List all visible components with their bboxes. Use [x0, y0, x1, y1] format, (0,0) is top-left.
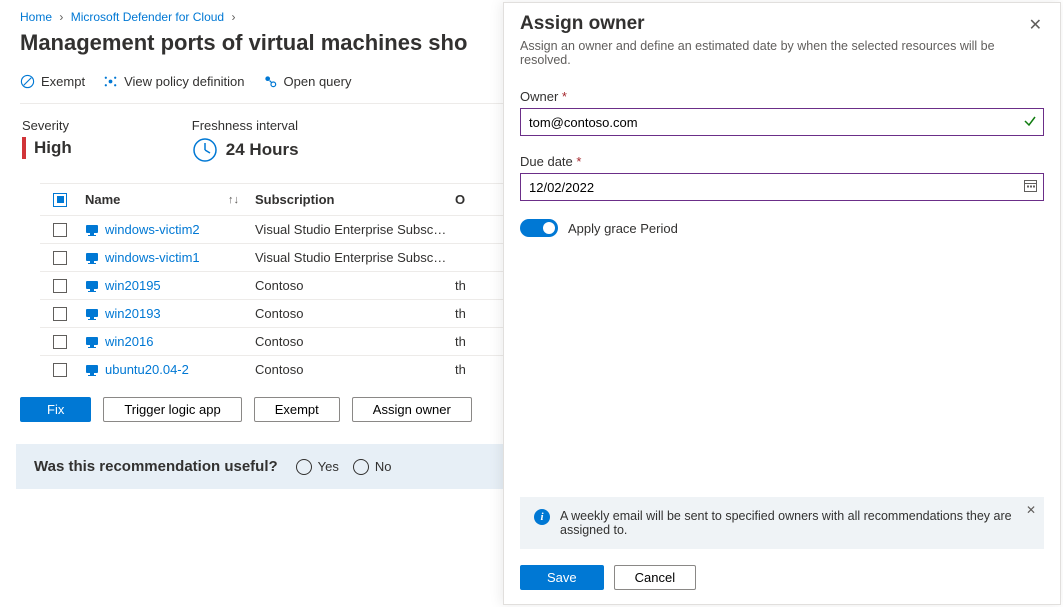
column-subscription[interactable]: Subscription: [255, 192, 455, 207]
open-query-label: Open query: [284, 74, 352, 89]
yes-label: Yes: [318, 459, 339, 474]
vm-icon: [85, 279, 99, 293]
trigger-logic-app-button[interactable]: Trigger logic app: [103, 397, 241, 422]
resource-link[interactable]: ubuntu20.04-2: [105, 362, 189, 377]
row-checkbox[interactable]: [53, 335, 67, 349]
cancel-button[interactable]: Cancel: [614, 565, 696, 590]
exempt-action[interactable]: Exempt: [20, 74, 85, 89]
subscription-cell: Contoso: [255, 334, 455, 349]
breadcrumb-defender[interactable]: Microsoft Defender for Cloud: [71, 10, 224, 24]
calendar-icon[interactable]: [1023, 178, 1038, 196]
query-icon: [263, 74, 278, 89]
grace-period-row: Apply grace Period: [520, 219, 1044, 237]
view-policy-action[interactable]: View policy definition: [103, 74, 244, 89]
panel-title: Assign owner: [520, 13, 645, 35]
close-icon[interactable]: ✕: [1027, 13, 1044, 37]
column-name[interactable]: Name: [85, 192, 120, 207]
clock-icon: [192, 137, 218, 163]
view-policy-label: View policy definition: [124, 74, 244, 89]
sort-icon[interactable]: ↑↓: [228, 194, 239, 206]
row-checkbox[interactable]: [53, 363, 67, 377]
row-checkbox[interactable]: [53, 307, 67, 321]
owner-label: Owner *: [520, 89, 1044, 104]
vm-icon: [85, 223, 99, 237]
grace-period-toggle[interactable]: [520, 219, 558, 237]
feedback-yes-radio[interactable]: Yes: [296, 459, 339, 475]
required-indicator: *: [576, 154, 581, 169]
owner-cell: th: [455, 334, 485, 349]
resource-link[interactable]: windows-victim1: [105, 250, 200, 265]
row-checkbox[interactable]: [53, 279, 67, 293]
resource-link[interactable]: win20195: [105, 278, 161, 293]
breadcrumb-home[interactable]: Home: [20, 10, 52, 24]
radio-icon: [296, 459, 312, 475]
checkmark-icon: [1022, 113, 1038, 132]
resource-link[interactable]: win2016: [105, 334, 153, 349]
fix-button[interactable]: Fix: [20, 397, 91, 422]
required-indicator: *: [562, 89, 567, 104]
assign-owner-panel: Assign owner ✕ Assign an owner and defin…: [503, 2, 1061, 605]
grace-period-label: Apply grace Period: [568, 221, 678, 236]
feedback-no-radio[interactable]: No: [353, 459, 392, 475]
owner-input[interactable]: [520, 108, 1044, 136]
subscription-cell: Visual Studio Enterprise Subsc…: [255, 250, 455, 265]
panel-description: Assign an owner and define an estimated …: [520, 39, 1044, 67]
row-checkbox[interactable]: [53, 251, 67, 265]
policy-icon: [103, 74, 118, 89]
chevron-right-icon: ›: [231, 10, 235, 24]
due-date-label: Due date *: [520, 154, 1044, 169]
resource-link[interactable]: windows-victim2: [105, 222, 200, 237]
toggle-knob-icon: [543, 222, 555, 234]
row-checkbox[interactable]: [53, 223, 67, 237]
severity-label: Severity: [22, 118, 72, 133]
chevron-right-icon: ›: [59, 10, 63, 24]
owner-cell: th: [455, 278, 485, 293]
severity-text: High: [34, 138, 72, 158]
freshness-label: Freshness interval: [192, 118, 299, 133]
no-label: No: [375, 459, 392, 474]
severity-bar-icon: [22, 137, 26, 159]
dismiss-icon[interactable]: ✕: [1026, 503, 1036, 517]
select-all-checkbox[interactable]: [53, 193, 67, 207]
severity-value: High: [22, 137, 72, 159]
open-query-action[interactable]: Open query: [263, 74, 352, 89]
info-message: i A weekly email will be sent to specifi…: [520, 497, 1044, 549]
assign-owner-button[interactable]: Assign owner: [352, 397, 472, 422]
vm-icon: [85, 363, 99, 377]
subscription-cell: Contoso: [255, 278, 455, 293]
freshness-value: 24 Hours: [226, 140, 299, 160]
feedback-question: Was this recommendation useful?: [34, 458, 278, 475]
exempt-icon: [20, 74, 35, 89]
info-icon: i: [534, 509, 550, 525]
vm-icon: [85, 251, 99, 265]
subscription-cell: Contoso: [255, 362, 455, 377]
subscription-cell: Visual Studio Enterprise Subsc…: [255, 222, 455, 237]
save-button[interactable]: Save: [520, 565, 604, 590]
radio-icon: [353, 459, 369, 475]
owner-cell: th: [455, 306, 485, 321]
subscription-cell: Contoso: [255, 306, 455, 321]
column-owner[interactable]: O: [455, 192, 485, 207]
vm-icon: [85, 307, 99, 321]
exempt-button[interactable]: Exempt: [254, 397, 340, 422]
info-text: A weekly email will be sent to specified…: [560, 509, 1030, 537]
resource-link[interactable]: win20193: [105, 306, 161, 321]
exempt-label: Exempt: [41, 74, 85, 89]
due-date-input[interactable]: [520, 173, 1044, 201]
vm-icon: [85, 335, 99, 349]
owner-cell: th: [455, 362, 485, 377]
